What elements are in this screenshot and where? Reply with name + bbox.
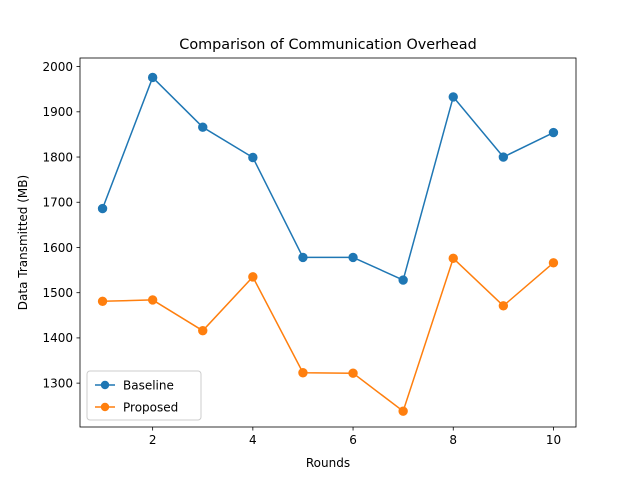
y-tick-label: 1300 [42, 376, 73, 390]
data-point [348, 368, 358, 378]
legend-label: Proposed [123, 400, 178, 414]
data-point [348, 252, 358, 263]
legend-marker [100, 402, 110, 412]
data-point [248, 152, 258, 163]
series-baseline [97, 72, 559, 285]
y-tick-label: 1500 [42, 286, 73, 300]
y-tick-label: 1800 [42, 150, 73, 164]
y-axis-label: Data Transmitted (MB) [16, 175, 30, 310]
data-point [198, 122, 208, 132]
data-point [198, 325, 208, 336]
axes-frame [79, 57, 577, 428]
data-point [548, 258, 559, 268]
series-line-baseline [101, 76, 555, 281]
y-tick-label: 1900 [42, 105, 73, 119]
legend-item-baseline: Baseline [95, 378, 174, 392]
legend-item-proposed: Proposed [95, 400, 178, 414]
legend-label: Baseline [123, 378, 174, 392]
data-point [498, 301, 509, 311]
ticks: 2 4 6 8 10 1300 1400 1500 1600 1700 1800 1900 2000 [42, 60, 561, 447]
data-point [398, 406, 408, 416]
data-point [448, 92, 458, 102]
series-proposed [97, 253, 559, 416]
data-point [548, 127, 559, 138]
legend-marker [100, 380, 110, 390]
axes-spines [79, 57, 577, 428]
chart-title: Comparison of Communication Overhead [179, 37, 476, 53]
data-point [97, 203, 108, 214]
data-point [147, 72, 158, 83]
y-tick-label: 1600 [42, 241, 73, 255]
legend-box [86, 370, 202, 421]
series-layer [97, 72, 559, 416]
series-line-proposed [101, 257, 555, 412]
x-tick-label: 2 [149, 433, 157, 447]
y-tick-label: 1400 [42, 331, 73, 345]
y-tick-label: 1700 [42, 196, 73, 210]
y-tick-label: 2000 [42, 60, 73, 74]
x-tick-label: 6 [349, 433, 357, 447]
x-axis-label: Rounds [306, 456, 350, 470]
x-tick-label: 4 [249, 433, 257, 447]
legend: Baseline Proposed [86, 370, 202, 421]
data-point [298, 368, 308, 378]
data-point [248, 272, 258, 282]
x-tick-label: 8 [449, 433, 457, 447]
data-point [298, 252, 308, 263]
data-point [448, 253, 458, 264]
plot-area [80, 58, 576, 427]
x-tick-label: 10 [546, 433, 561, 447]
data-point [97, 296, 108, 306]
data-point [398, 275, 408, 285]
data-point [498, 152, 509, 162]
data-point [147, 295, 158, 305]
